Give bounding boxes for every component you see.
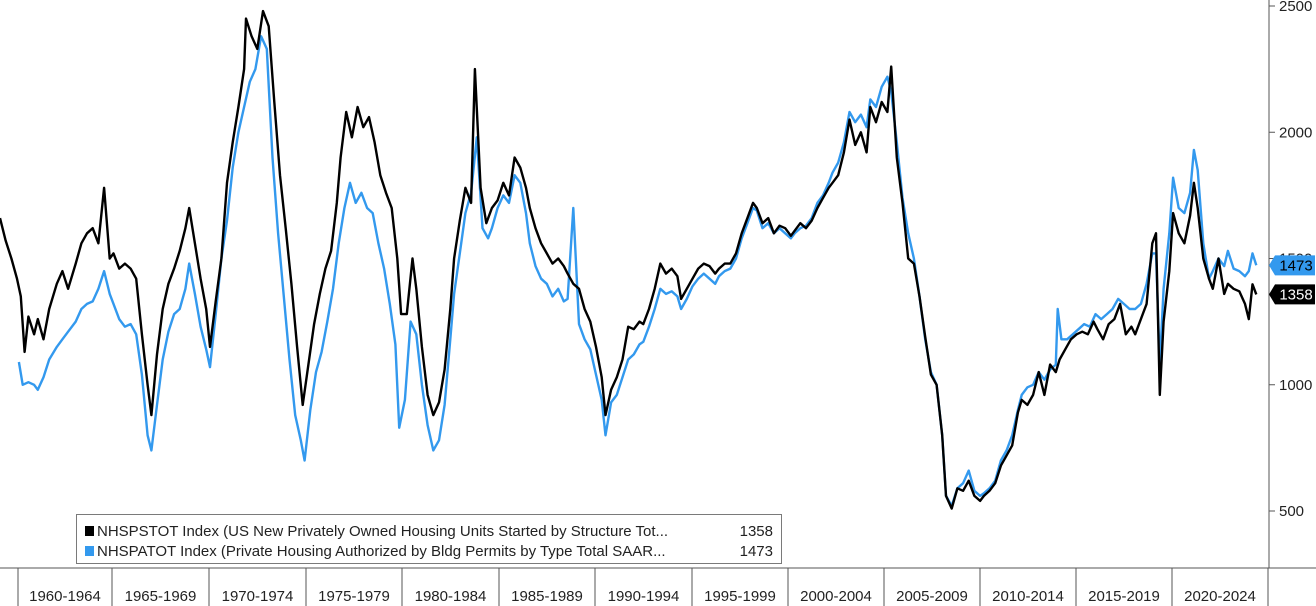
x-tick-label-1985-1989: 1985-1989: [511, 588, 583, 605]
y-axis: 5001000150020002500: [1268, 0, 1312, 568]
x-tick-label-2020-2024: 2020-2024: [1184, 588, 1256, 605]
x-tick-label-1995-1999: 1995-1999: [704, 588, 776, 605]
x-tick-label-2005-2009: 2005-2009: [896, 588, 968, 605]
legend-swatch-starts: [85, 526, 94, 536]
x-tick-label-1980-1984: 1980-1984: [415, 588, 487, 605]
legend-value-starts: 1358: [739, 522, 773, 540]
y-tick-label-1000: 1000: [1279, 377, 1312, 394]
x-tick-label-2000-2004: 2000-2004: [800, 588, 872, 605]
x-tick-label-1975-1979: 1975-1979: [318, 588, 390, 605]
legend-swatch-permits: [85, 546, 94, 556]
series-line-building-permits: [17, 35, 1258, 508]
y-tick-label-500: 500: [1279, 503, 1304, 520]
y-tick-label-2000: 2000: [1279, 124, 1312, 141]
last-value-label-starts: 1358: [1279, 286, 1312, 303]
x-tick-label-2010-2014: 2010-2014: [992, 588, 1064, 605]
x-tick-label-1965-1969: 1965-1969: [125, 588, 197, 605]
legend-item-starts: NHSPSTOT Index (US New Privately Owned H…: [85, 521, 773, 541]
last-value-tag-starts: [1269, 284, 1315, 305]
last-value-label-permits: 1473: [1279, 257, 1312, 274]
x-tick-label-1970-1974: 1970-1974: [222, 588, 294, 605]
last-value-labels: 1358 1473: [1269, 255, 1315, 305]
x-tick-label-1960-1964: 1960-1964: [29, 588, 101, 605]
last-value-tag-permits: [1269, 255, 1315, 276]
x-tick-label-2015-2019: 2015-2019: [1088, 588, 1160, 605]
x-axis: 1960-1964 1965-1969 1970-1974 1975-1979 1980…: [0, 567, 1316, 606]
series-line-housing-starts: [0, 9, 1258, 510]
x-tick-label-1990-1994: 1990-1994: [608, 588, 680, 605]
plot-area: [0, 9, 1258, 510]
legend-value-permits: 1473: [739, 542, 773, 560]
y-tick-label-2500: 2500: [1279, 0, 1312, 15]
legend-label-starts: NHSPSTOT Index (US New Privately Owned H…: [97, 522, 669, 540]
legend: NHSPSTOT Index (US New Privately Owned H…: [76, 514, 782, 564]
legend-item-permits: NHSPATOT Index (Private Housing Authoriz…: [85, 541, 773, 561]
legend-label-permits: NHSPATOT Index (Private Housing Authoriz…: [97, 542, 666, 560]
